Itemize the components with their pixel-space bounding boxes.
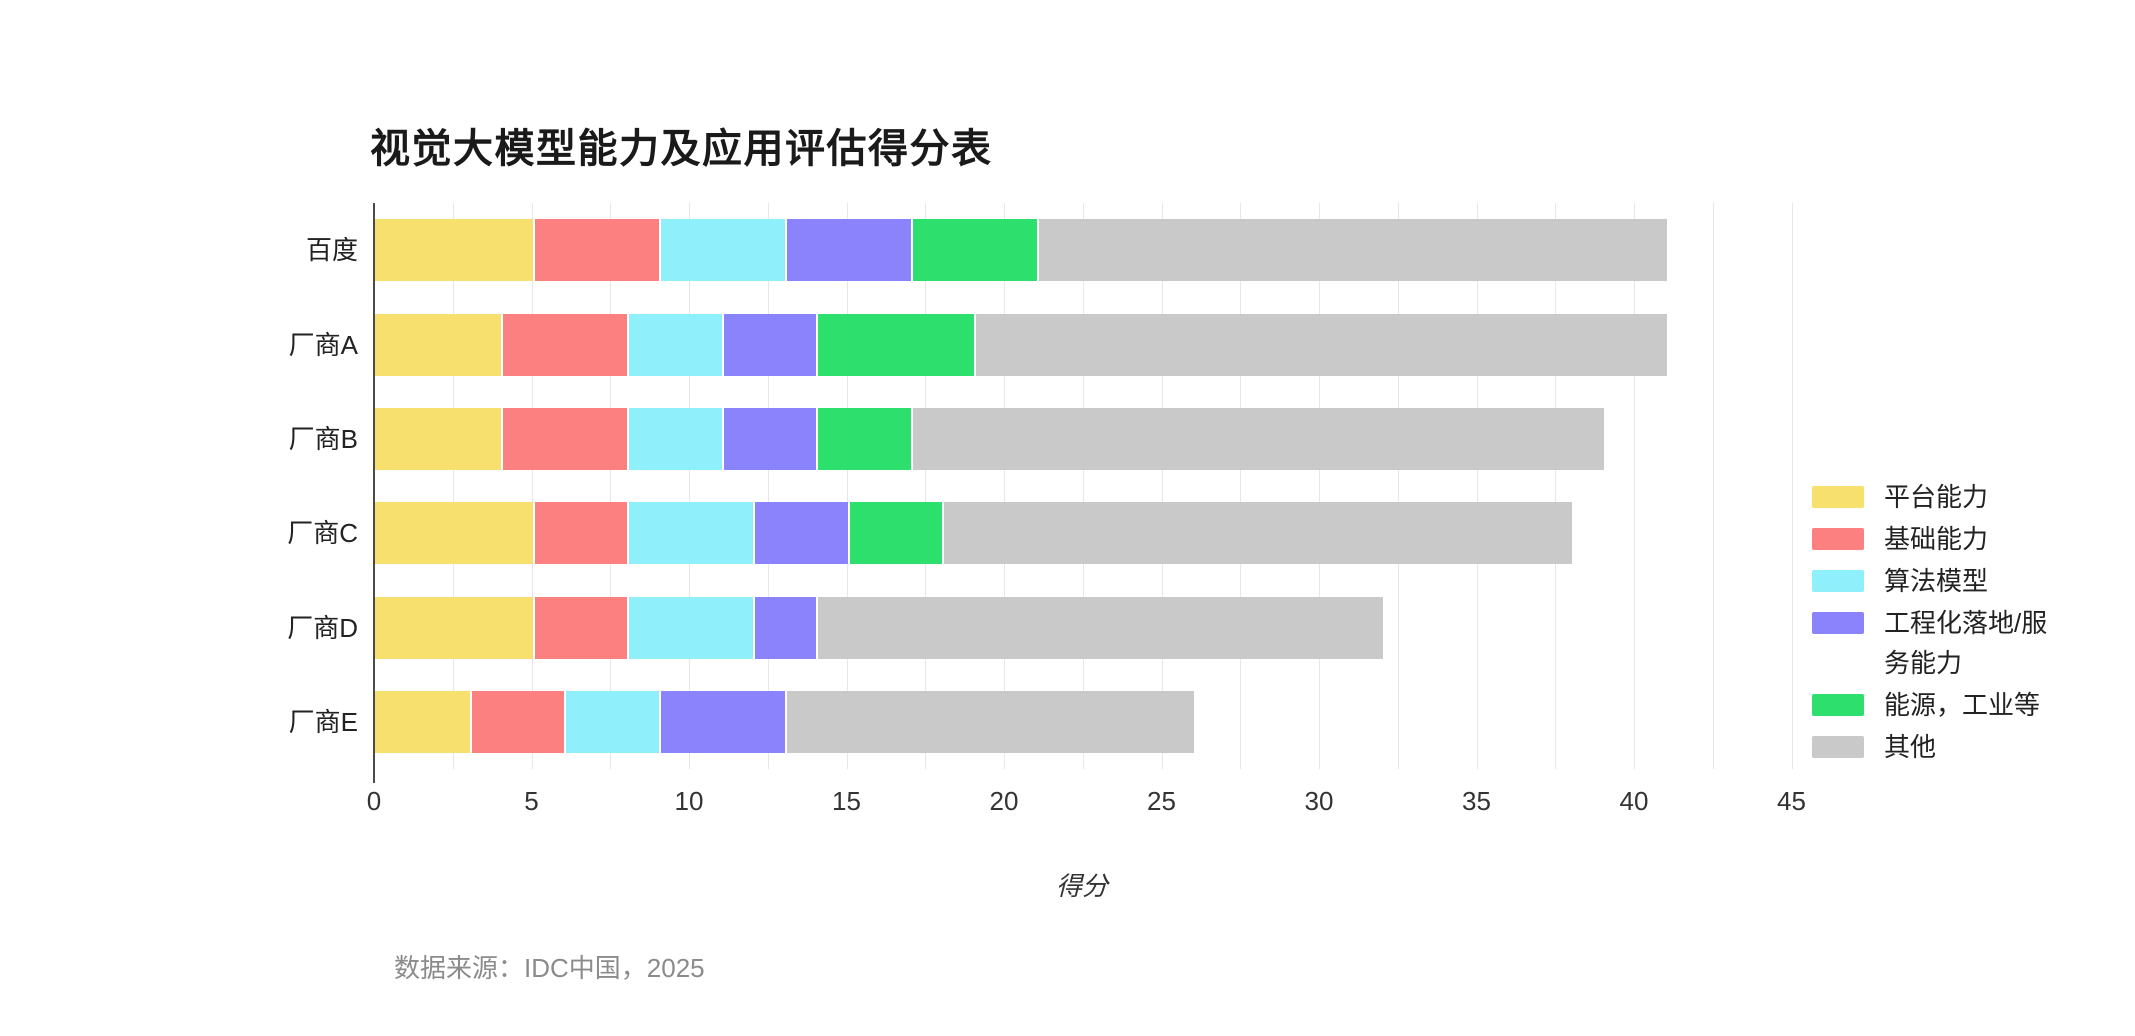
legend-swatch (1812, 612, 1864, 634)
legend-label: 基础能力 (1884, 524, 1989, 554)
legend-item[interactable]: 算法模型 (1812, 561, 2058, 601)
bar-segment (973, 313, 1667, 376)
x-tick-label: 45 (1777, 786, 1806, 816)
chart-title: 视觉大模型能力及应用评估得分表 (370, 127, 993, 171)
x-tick-label: 0 (366, 786, 382, 816)
bar-segment (627, 596, 753, 659)
bar-segment (627, 407, 722, 470)
bar-segment (753, 502, 848, 565)
bar-segment (658, 690, 785, 753)
bar-segment (375, 596, 533, 659)
legend: 平台能力基础能力算法模型工程化落地/服务能力能源，工业等 其他 (1812, 477, 2058, 767)
bar-segment (784, 219, 911, 282)
bar-厂商A (375, 313, 1667, 376)
gridline (1555, 203, 1557, 769)
y-label-厂商A: 厂商A (288, 329, 358, 360)
legend-swatch (1812, 736, 1864, 758)
bar-segment (627, 502, 753, 565)
y-label-厂商D: 厂商D (287, 612, 358, 643)
bar-segment (784, 690, 1194, 753)
y-axis-line (373, 203, 375, 783)
bar-segment (627, 313, 722, 376)
legend-swatch (1812, 570, 1864, 592)
bar-segment (816, 313, 974, 376)
bar-厂商B (375, 407, 1604, 470)
x-tick-label: 15 (832, 786, 861, 816)
bar-segment (847, 502, 942, 565)
gridline (767, 203, 769, 769)
gridline (1476, 203, 1478, 769)
gridline (846, 203, 848, 769)
bar-segment (658, 219, 785, 282)
legend-label: 能源，工业等 (1884, 690, 2041, 720)
bar-segment (564, 690, 659, 753)
gridline (531, 203, 533, 769)
y-label-厂商E: 厂商E (288, 706, 358, 737)
bar-segment (532, 219, 659, 282)
bar-segment (375, 690, 470, 753)
gridline (1161, 203, 1163, 769)
bar-segment (375, 313, 501, 376)
legend-item[interactable]: 能源，工业等 (1812, 685, 2058, 725)
gridline (1634, 203, 1635, 769)
y-label-百度: 百度 (305, 235, 358, 266)
legend-item[interactable]: 基础能力 (1812, 519, 2058, 559)
gridline (452, 203, 454, 769)
bar-厂商D (375, 596, 1383, 659)
x-axis-title: 得分 (1055, 871, 1108, 901)
legend-label: 工程化落地/服务能力 (1884, 608, 2048, 678)
legend-label: 平台能力 (1884, 482, 1989, 512)
gridline (1082, 203, 1084, 769)
bar-segment (942, 502, 1572, 565)
x-tick-label: 35 (1462, 786, 1491, 816)
bar-segment (375, 219, 533, 282)
source-note: 数据来源：IDC中国，2025 (394, 953, 705, 983)
x-tick-label: 40 (1619, 786, 1649, 816)
gridline (1791, 203, 1793, 769)
bar-segment (501, 313, 627, 376)
bar-segment (532, 502, 627, 565)
legend-swatch (1812, 528, 1864, 550)
x-tick-label: 10 (674, 786, 704, 816)
legend-swatch (1812, 486, 1864, 508)
gridline (1319, 203, 1320, 769)
bar-segment (469, 690, 564, 753)
bar-segment (532, 596, 627, 659)
gridline (1397, 203, 1399, 769)
bar-segment (375, 502, 533, 565)
bar-segment (375, 407, 501, 470)
x-tick-label: 25 (1147, 786, 1176, 816)
bar-segment (816, 596, 1383, 659)
plot-area (373, 203, 1793, 783)
gridline (1240, 203, 1242, 769)
bar-segment (753, 596, 816, 659)
bar-厂商C (375, 502, 1572, 565)
gridline (689, 203, 690, 769)
bar-segment (910, 219, 1037, 282)
bar-segment (501, 407, 627, 470)
bar-厂商E (375, 690, 1194, 753)
y-label-厂商B: 厂商B (288, 423, 358, 454)
bar-segment (721, 313, 816, 376)
legend-item[interactable]: 工程化落地/服务能力 (1812, 603, 2058, 683)
bar-segment (721, 407, 816, 470)
legend-label: 其他 (1884, 732, 1937, 762)
legend-item[interactable]: 其他 (1812, 727, 2058, 767)
x-tick-label: 30 (1304, 786, 1334, 816)
gridline (1004, 203, 1005, 769)
bar-segment (910, 407, 1604, 470)
x-tick-label: 5 (524, 786, 539, 816)
gridline (925, 203, 927, 769)
bar-百度 (375, 219, 1667, 282)
legend-label: 算法模型 (1884, 566, 1989, 596)
bar-segment (816, 407, 911, 470)
gridline (1712, 203, 1714, 769)
x-tick-label: 20 (989, 786, 1019, 816)
legend-item[interactable]: 平台能力 (1812, 477, 2058, 517)
gridline (610, 203, 612, 769)
y-label-厂商C: 厂商C (287, 518, 358, 549)
bar-segment (1036, 219, 1667, 282)
legend-swatch (1812, 694, 1864, 716)
